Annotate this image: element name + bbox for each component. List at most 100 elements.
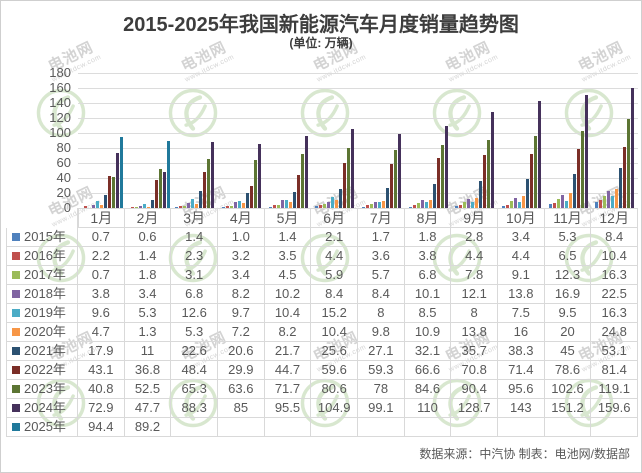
value-cell-2017年-9月: 7.8 — [451, 266, 498, 285]
bar-2019年-5月 — [284, 200, 288, 208]
value-cell-2020年-11月: 20 — [544, 323, 592, 342]
value-cell-2021年-11月: 45 — [544, 342, 592, 361]
bar-2023年-11月 — [580, 131, 584, 208]
bar-2019年-7月 — [377, 202, 381, 208]
legend-2018年: 2018年 — [6, 285, 78, 304]
month-header-2月: 2月 — [124, 208, 172, 228]
value-cell-2022年-11月: 78.6 — [544, 361, 592, 380]
value-cell-2019年-11月: 9.5 — [544, 304, 592, 323]
value-cell-2020年-1月: 4.7 — [78, 323, 125, 342]
bar-group-2月 — [125, 73, 172, 208]
value-cell-2025年-2月: 89.2 — [124, 418, 172, 437]
value-cell-2024年-8月: 110 — [404, 399, 452, 418]
table-corner-cell — [6, 208, 78, 228]
plot-area — [78, 73, 638, 208]
value-cell-2025年-5月 — [264, 418, 312, 437]
month-header-9月: 9月 — [451, 208, 498, 228]
value-cell-2016年-9月: 4.4 — [451, 247, 498, 266]
value-cell-2019年-5月: 10.4 — [264, 304, 312, 323]
bar-2017年-7月 — [369, 203, 373, 208]
value-cell-2021年-3月: 22.6 — [171, 342, 218, 361]
value-cell-2018年-11月: 16.9 — [544, 285, 592, 304]
legend-2022年: 2022年 — [6, 361, 78, 380]
legend-label-2024年: 2024年 — [24, 400, 66, 415]
bar-2015年-7月 — [361, 206, 365, 208]
gridline-120 — [78, 118, 638, 119]
page-title: 2015-2025年我国新能源汽车月度销量趋势图 — [123, 14, 519, 36]
value-cell-2021年-4月: 20.6 — [218, 342, 265, 361]
value-cell-2024年-12月: 159.6 — [591, 399, 638, 418]
source-note: 数据来源：中汽协 制表：电池网/数据部 — [419, 447, 630, 461]
value-cell-2020年-2月: 1.3 — [124, 323, 172, 342]
legend-label-2021年: 2021年 — [24, 343, 66, 358]
value-cell-2025年-10月 — [498, 418, 545, 437]
value-cell-2019年-7月: 8 — [358, 304, 405, 323]
value-cell-2023年-1月: 40.8 — [78, 380, 125, 399]
value-cell-2016年-8月: 3.8 — [404, 247, 452, 266]
legend-label-2022年: 2022年 — [24, 362, 66, 377]
value-cell-2015年-10月: 3.4 — [498, 228, 545, 247]
bar-2020年-5月 — [288, 201, 292, 208]
legend-label-2018年: 2018年 — [24, 286, 66, 301]
month-header-5月: 5月 — [264, 208, 312, 228]
bar-2016年-5月 — [272, 205, 276, 208]
value-cell-2023年-8月: 84.6 — [404, 380, 452, 399]
bar-group-9月 — [451, 73, 498, 208]
bar-2021年-11月 — [572, 174, 576, 208]
bar-2024年-11月 — [584, 94, 588, 208]
legend-swatch-2021年 — [12, 347, 20, 355]
bar-2022年-1月 — [107, 175, 111, 208]
value-cell-2015年-1月: 0.7 — [78, 228, 125, 247]
legend-label-2023年: 2023年 — [24, 381, 66, 396]
legend-swatch-2022年 — [12, 366, 20, 374]
value-cell-2018年-4月: 8.2 — [218, 285, 265, 304]
value-cell-2015年-8月: 1.8 — [404, 228, 452, 247]
bar-2022年-3月 — [203, 171, 207, 208]
bar-2015年-9月 — [455, 205, 459, 208]
bar-2020年-11月 — [568, 193, 572, 208]
bar-2024年-1月 — [115, 153, 119, 208]
value-cell-2017年-10月: 9.1 — [498, 266, 545, 285]
month-header-11月: 11月 — [544, 208, 592, 228]
bar-2020年-1月 — [99, 204, 103, 208]
bar-2022年-11月 — [576, 149, 580, 208]
bar-2021年-9月 — [479, 181, 483, 208]
value-cell-2022年-4月: 29.9 — [218, 361, 265, 380]
bar-2021年-4月 — [245, 192, 249, 208]
value-cell-2025年-12月 — [591, 418, 638, 437]
month-header-7月: 7月 — [358, 208, 405, 228]
value-cell-2025年-11月 — [544, 418, 592, 437]
value-cell-2024年-7月: 99.1 — [358, 399, 405, 418]
bar-group-5月 — [265, 73, 312, 208]
value-cell-2015年-12月: 8.4 — [591, 228, 638, 247]
bar-group-7月 — [358, 73, 405, 208]
value-cell-2024年-5月: 95.5 — [264, 399, 312, 418]
value-cell-2015年-6月: 2.1 — [311, 228, 358, 247]
value-cell-2023年-10月: 95.6 — [498, 380, 545, 399]
value-cell-2025年-8月 — [404, 418, 452, 437]
value-cell-2017年-1月: 0.7 — [78, 266, 125, 285]
value-cell-2019年-10月: 7.5 — [498, 304, 545, 323]
legend-2016年: 2016年 — [6, 247, 78, 266]
bar-group-4月 — [218, 73, 265, 208]
y-axis-label-180: 180 — [49, 65, 71, 80]
bar-2022年-4月 — [249, 185, 253, 208]
bar-2018年-2月 — [138, 205, 142, 208]
bar-group-6月 — [311, 73, 358, 208]
bar-2015年-8月 — [408, 206, 412, 208]
bar-2021年-2月 — [150, 199, 154, 208]
bar-2018年-8月 — [420, 200, 424, 208]
value-cell-2015年-9月: 2.8 — [451, 228, 498, 247]
value-cell-2015年-5月: 1.4 — [264, 228, 312, 247]
value-cell-2015年-11月: 5.3 — [544, 228, 592, 247]
value-cell-2018年-3月: 6.8 — [171, 285, 218, 304]
bar-2018年-1月 — [91, 205, 95, 208]
value-cell-2024年-10月: 143 — [498, 399, 545, 418]
value-cell-2018年-6月: 8.4 — [311, 285, 358, 304]
y-axis-label-40: 40 — [56, 170, 71, 185]
legend-label-2019年: 2019年 — [24, 305, 66, 320]
value-cell-2016年-4月: 3.2 — [218, 247, 265, 266]
value-cell-2024年-6月: 104.9 — [311, 399, 358, 418]
month-header-8月: 8月 — [404, 208, 452, 228]
